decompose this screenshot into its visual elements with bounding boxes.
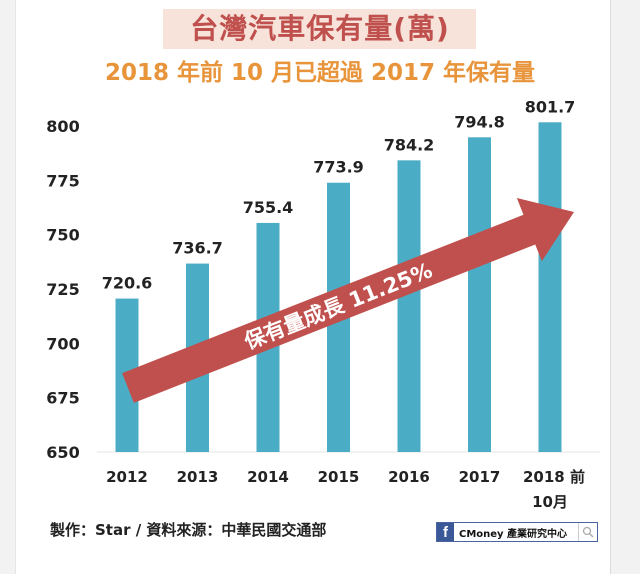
x-tick-label: 2017 bbox=[459, 468, 501, 486]
data-label: 736.7 bbox=[172, 239, 223, 258]
x-tick-label: 2016 bbox=[388, 468, 430, 486]
y-tick-label: 700 bbox=[46, 334, 79, 353]
data-label: 784.2 bbox=[384, 135, 435, 154]
data-label: 801.7 bbox=[525, 97, 576, 116]
x-tick-label: 2012 bbox=[106, 468, 148, 486]
data-label: 794.8 bbox=[454, 112, 505, 131]
data-label: 720.6 bbox=[102, 274, 153, 293]
search-icon[interactable] bbox=[578, 523, 597, 541]
facebook-icon: f bbox=[437, 523, 454, 541]
badge-label: CMoney 產業研究中心 bbox=[459, 528, 568, 540]
chart-title: 台灣汽車保有量(萬) bbox=[190, 12, 450, 45]
data-label: 755.4 bbox=[243, 198, 294, 217]
y-tick-label: 750 bbox=[46, 226, 79, 245]
cmoney-facebook-badge[interactable]: f CMoney 產業研究中心 bbox=[436, 522, 598, 542]
source-credit: 製作：Star / 資料來源：中華民國交通部 bbox=[50, 521, 327, 539]
y-tick-label: 775 bbox=[46, 171, 79, 190]
data-label: 773.9 bbox=[313, 158, 364, 177]
y-tick-label: 725 bbox=[46, 280, 79, 299]
bar-2017 bbox=[468, 137, 491, 452]
y-tick-label: 675 bbox=[46, 389, 79, 408]
bar-2016 bbox=[397, 160, 421, 452]
chart-subtitle: 2018 年前 10 月已超過 2017 年保有量 bbox=[104, 60, 536, 86]
x-tick-label: 2015 bbox=[318, 468, 360, 486]
x-tick-label: 10月 bbox=[532, 493, 568, 511]
title-background bbox=[163, 9, 476, 49]
x-tick-label: 2014 bbox=[247, 468, 289, 486]
chart-card bbox=[15, 0, 611, 574]
x-tick-label: 2018 前 bbox=[523, 468, 585, 486]
y-tick-label: 800 bbox=[46, 117, 79, 136]
arrow-shape bbox=[122, 197, 575, 403]
y-tick-label: 650 bbox=[46, 443, 79, 462]
x-tick-label: 2013 bbox=[177, 468, 219, 486]
bar-2018 bbox=[538, 122, 562, 453]
